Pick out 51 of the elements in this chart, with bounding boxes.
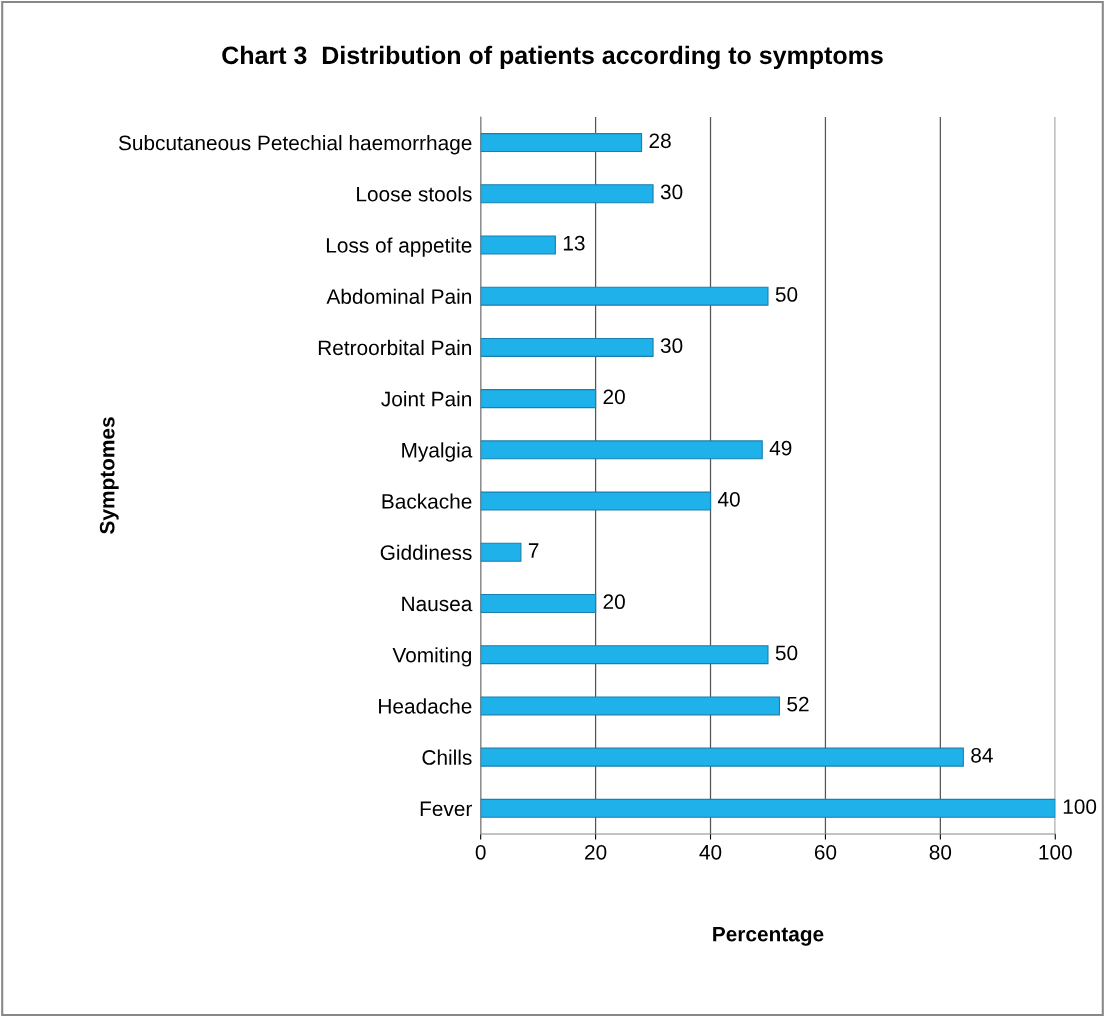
data-label: 52 [787,696,809,712]
bar [480,184,654,204]
data-label: 84 [971,747,993,763]
y-tick-label: Vomiting [392,647,471,667]
data-label: 40 [717,491,740,507]
y-tick-label: Fever [420,801,472,817]
data-label: 30 [660,338,683,354]
y-tick-label: Subcutaneous Petechial haemorrhage [118,135,472,155]
data-label: 20 [603,389,625,405]
bar [480,542,522,562]
y-tick-label: Abdominal Pain [326,288,471,304]
bar [480,747,964,767]
y-tick-label: Loose stools [357,186,472,202]
data-label: 49 [769,440,792,456]
data-label: 7 [528,543,539,558]
data-label: 50 [775,645,798,661]
y-tick-label: Chills [422,749,472,765]
x-tick-label: 60 [814,844,837,860]
bar [480,337,654,357]
y-tick-label: Loss of appetite [326,237,472,257]
bar [480,235,556,255]
y-tick-label: Headache [379,698,472,714]
x-tick-label: 20 [585,844,607,860]
y-axis-title: Symptomes [99,417,119,534]
y-tick-label: Joint Pain [381,391,471,407]
y-tick-label: Backache [382,493,472,509]
x-axis-title: Percentage [713,926,824,946]
y-tick-label: Myalgia [402,442,473,462]
data-label: 20 [603,594,625,610]
bar [480,645,769,665]
x-tick-label: 40 [699,844,722,860]
x-tick-label: 80 [929,844,952,860]
bar [480,593,597,613]
data-label: 30 [660,184,683,200]
bar [480,133,643,153]
bar [480,491,712,511]
y-tick-label: Giddiness [380,544,472,561]
data-label: 28 [649,133,671,149]
bar [480,798,1056,818]
data-label: 100 [1063,799,1097,814]
y-tick-label: Nausea [402,596,473,612]
x-tick-label: 100 [1039,844,1072,860]
bar [480,286,769,306]
y-tick-label: Retroorbital Pain [318,339,471,356]
chart-title: Chart 3 Distribution of patients according to symptoms [222,45,883,70]
bar [480,696,781,716]
data-label: 50 [775,287,798,302]
x-tick-label: 0 [475,844,486,860]
bar [480,389,597,409]
data-label: 13 [563,235,585,251]
bar [480,440,763,460]
